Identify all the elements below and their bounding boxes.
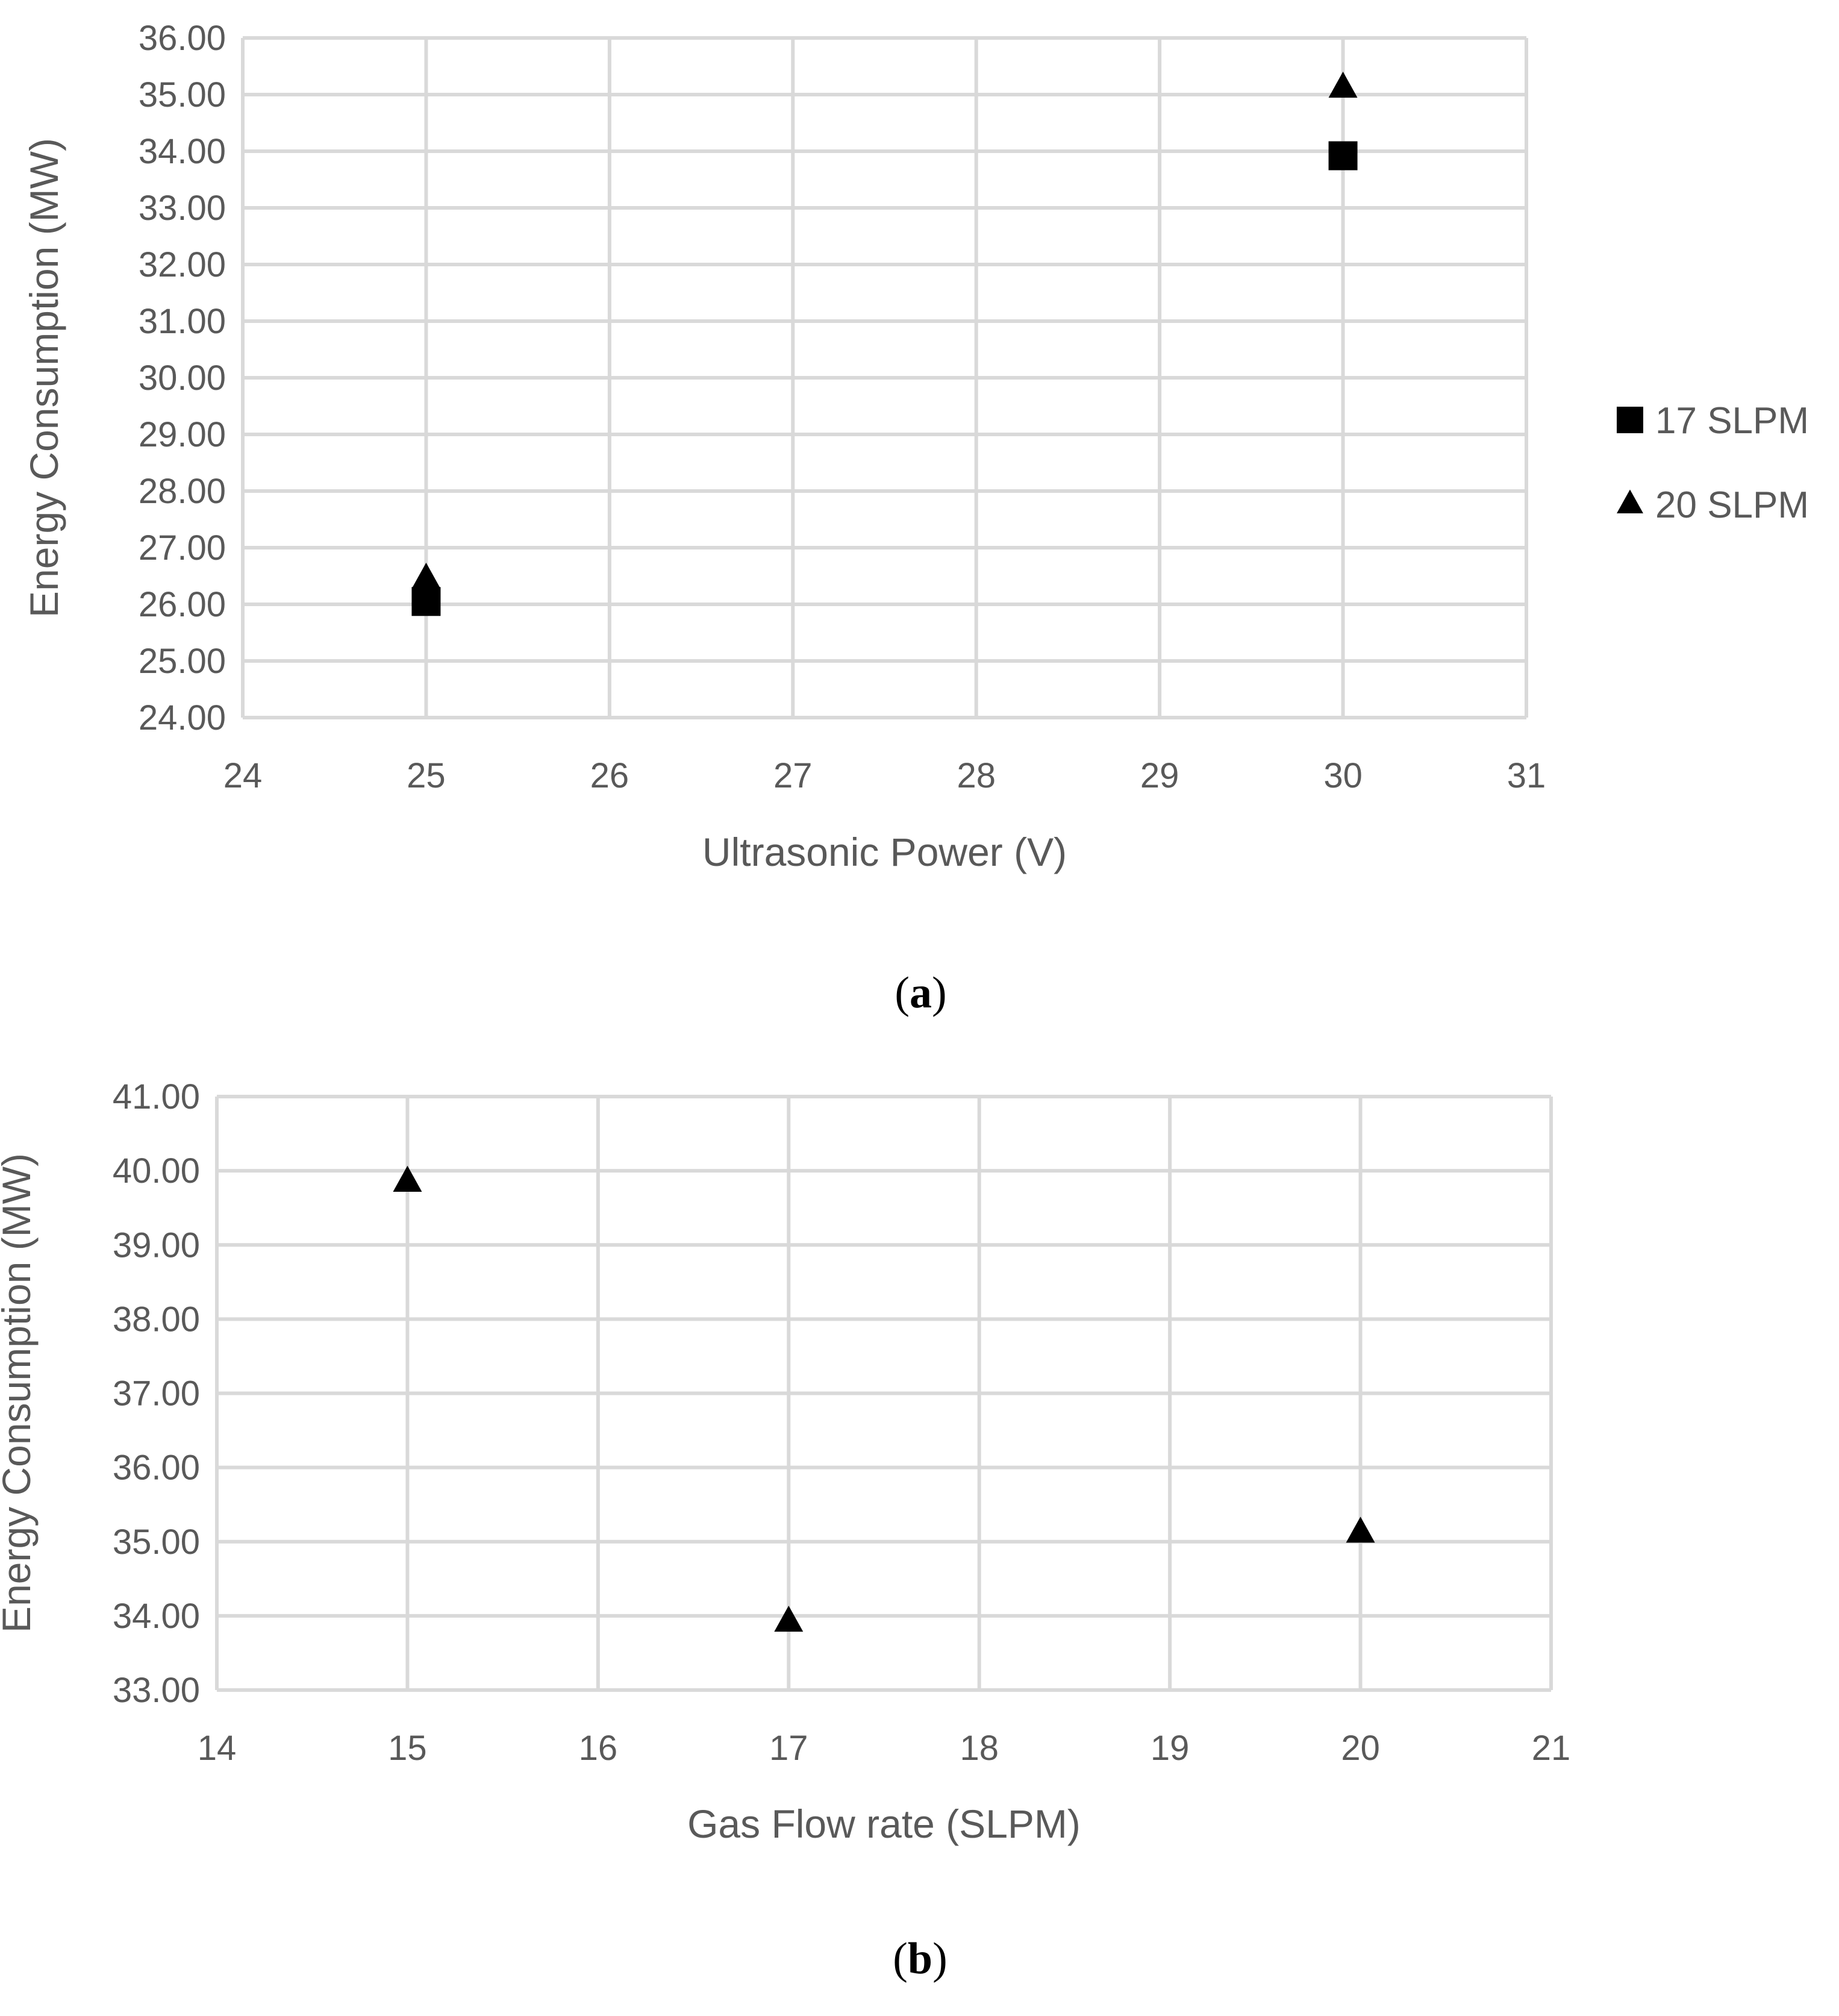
x-tick-label: 21	[1532, 1729, 1571, 1768]
x-tick-label: 14	[198, 1729, 237, 1768]
x-tick-label: 16	[579, 1729, 618, 1768]
x-tick-label: 30	[1323, 756, 1363, 795]
y-tick-label: 26.00	[139, 585, 226, 624]
y-tick-label: 32.00	[139, 245, 226, 284]
y-tick-label: 30.00	[139, 358, 226, 398]
chart-panel-b: 33.00 34.00 35.00 36.00 37.00 38.00 39.00 40.00…	[0, 1077, 1570, 1983]
series-17-slpm	[411, 141, 1358, 616]
x-tick-label: 29	[1140, 756, 1179, 795]
x-tick-label: 17	[769, 1729, 808, 1768]
x-tick-label: 25	[407, 756, 446, 795]
x-tick-label: 20	[1341, 1729, 1380, 1768]
y-tick-label: 25.00	[139, 642, 226, 681]
y-tick-label: 39.00	[113, 1226, 200, 1265]
panel-caption: (a)	[895, 968, 946, 1018]
y-tick-label: 34.00	[113, 1597, 200, 1636]
y-tick-label: 38.00	[113, 1300, 200, 1339]
y-tick-label: 36.00	[139, 19, 226, 58]
legend-marker	[1617, 407, 1643, 433]
y-tick-label: 40.00	[113, 1151, 200, 1191]
y-tick-label: 41.00	[113, 1077, 200, 1116]
legend-label: 20 SLPM	[1655, 484, 1809, 526]
data-point	[1328, 141, 1358, 171]
x-tick-label: 27	[773, 756, 813, 795]
x-tick-label: 24	[223, 756, 263, 795]
x-axis-title: Gas Flow rate (SLPM)	[687, 1802, 1081, 1846]
y-tick-label: 35.00	[113, 1523, 200, 1562]
chart-panel-a: 24.00 25.00 26.00 27.00 28.00 29.00 30.00 31.00…	[22, 19, 1809, 1018]
y-tick-label: 33.00	[139, 189, 226, 228]
y-tick-label: 35.00	[139, 75, 226, 114]
x-axis-title: Ultrasonic Power (V)	[702, 830, 1067, 874]
x-tick-label: 19	[1151, 1729, 1190, 1768]
y-tick-label: 31.00	[139, 302, 226, 341]
y-tick-label: 34.00	[139, 132, 226, 171]
legend: 17 SLPM 20 SLPM	[1617, 400, 1809, 526]
y-tick-label: 33.00	[113, 1671, 200, 1710]
y-tick-label: 37.00	[113, 1374, 200, 1413]
y-tick-label: 27.00	[139, 528, 226, 568]
series-0	[393, 1165, 1375, 1632]
x-tick-label: 28	[957, 756, 996, 795]
x-tick-label: 26	[590, 756, 629, 795]
y-axis-title: Energy Consumption (MW)	[0, 1153, 39, 1633]
data-point	[1328, 71, 1358, 98]
y-tick-label: 29.00	[139, 415, 226, 454]
y-tick-label: 24.00	[139, 698, 226, 737]
data-point	[774, 1605, 804, 1632]
legend-label: 17 SLPM	[1655, 400, 1809, 442]
x-tick-label: 15	[388, 1729, 427, 1768]
x-tick-label: 18	[960, 1729, 999, 1768]
legend-marker	[1617, 489, 1643, 514]
y-axis-title: Energy Consumption (MW)	[22, 138, 66, 618]
data-point	[1346, 1517, 1375, 1543]
y-tick-label: 36.00	[113, 1448, 200, 1488]
y-tick-label: 28.00	[139, 472, 226, 511]
data-point	[411, 562, 441, 589]
x-tick-label: 31	[1507, 756, 1546, 795]
data-point	[393, 1165, 422, 1192]
panel-caption: (b)	[893, 1934, 947, 1983]
series-20-slpm	[411, 71, 1358, 589]
data-point	[411, 587, 441, 616]
